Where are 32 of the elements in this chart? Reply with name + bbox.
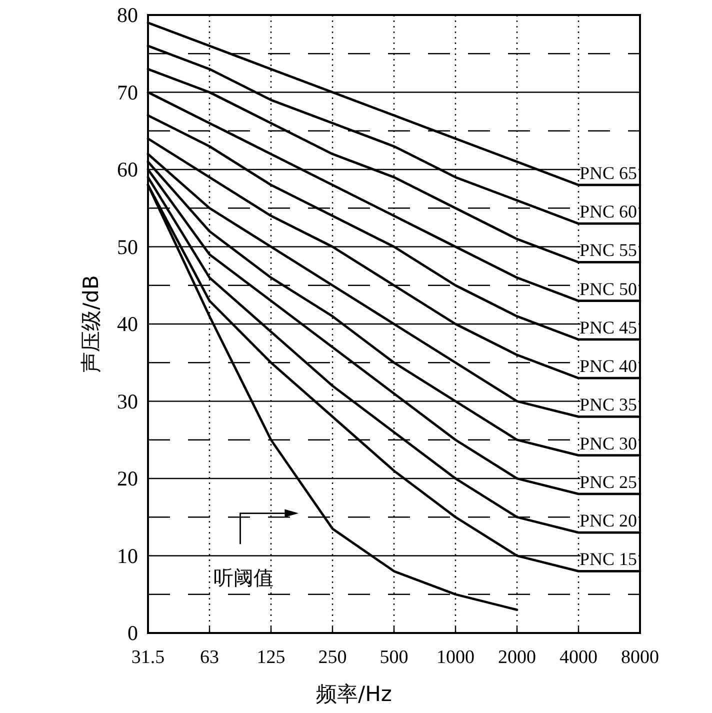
y-tick-label: 70: [117, 80, 138, 104]
legend-label: 听阈值: [213, 565, 274, 590]
y-tick-label: 40: [117, 312, 138, 336]
series-label: PNC 20: [579, 510, 637, 531]
y-tick-label: 10: [117, 544, 138, 568]
y-tick-label: 60: [117, 158, 138, 182]
x-tick-label: 125: [256, 647, 286, 668]
x-tick-label: 4000: [560, 647, 598, 668]
x-tick-label: 63: [200, 647, 219, 668]
y-tick-label: 50: [117, 234, 138, 259]
series-label: PNC 65: [579, 162, 637, 183]
series-label: PNC 25: [579, 472, 637, 492]
x-axis-title: 频率/Hz: [316, 682, 392, 706]
x-tick-label: 31.5: [131, 647, 165, 668]
x-tick-label: 1000: [436, 647, 474, 668]
x-tick-label: 250: [318, 647, 347, 668]
y-tick-label: 20: [117, 466, 138, 490]
y-tick-label: 30: [117, 389, 138, 414]
y-tick-label: 0: [128, 621, 138, 645]
series-label: PNC 35: [579, 394, 637, 415]
series-label: PNC 55: [579, 240, 637, 260]
y-axis-title: 声压级/dB: [79, 275, 103, 373]
series-label: PNC 60: [579, 202, 637, 222]
series-label: PNC 15: [579, 549, 637, 570]
series-label: PNC 50: [579, 278, 637, 299]
series-label: PNC 45: [579, 317, 637, 338]
series-label: PNC 30: [579, 433, 637, 454]
x-tick-label: 8000: [621, 647, 659, 668]
series-label: PNC 40: [579, 356, 637, 376]
y-tick-label: 80: [117, 3, 138, 27]
x-tick-label: 500: [380, 647, 408, 668]
x-tick-label: 2000: [498, 647, 536, 668]
